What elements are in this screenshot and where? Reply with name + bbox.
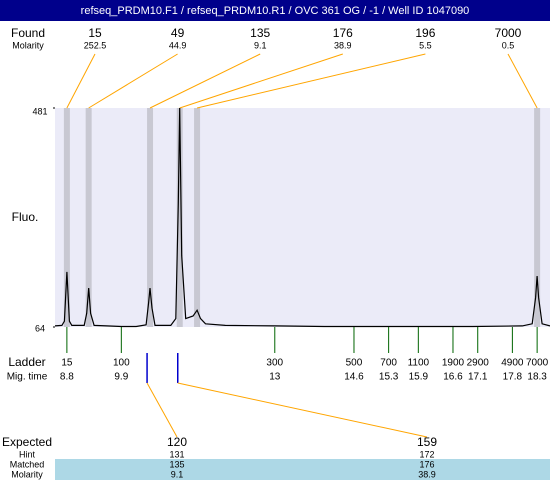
found-size: 196 [415, 26, 435, 40]
ladder-time: 15.3 [379, 372, 399, 383]
expected-molarity: 9.1 [171, 469, 184, 479]
ladder-time: 16.6 [443, 372, 463, 383]
found-connector [507, 53, 538, 109]
ladder-size: 300 [266, 358, 283, 369]
found-connector [196, 53, 426, 109]
found-size: 15 [88, 26, 102, 40]
trace-line [54, 107, 550, 328]
expected-molarity-label: Molarity [11, 469, 43, 479]
ladder-size: 7000 [526, 358, 549, 369]
peak-band [194, 108, 201, 327]
ladder-time: 13 [269, 372, 281, 383]
expected-connector [177, 382, 428, 438]
found-molarity: 44.9 [169, 40, 187, 50]
ladder-size: 15 [61, 358, 73, 369]
found-molarity: 5.5 [419, 40, 432, 50]
plot-area [55, 108, 550, 327]
peak-band [85, 108, 92, 327]
found-size: 176 [333, 26, 353, 40]
title-bar [0, 0, 550, 21]
ladder-size: 100 [113, 358, 130, 369]
found-connector [88, 53, 178, 109]
mig-time-label: Mig. time [7, 372, 48, 383]
found-size: 7000 [495, 26, 522, 40]
ladder-time: 17.1 [468, 372, 488, 383]
hint-label: Hint [19, 449, 36, 459]
peak-band [176, 108, 183, 327]
ladder-time: 8.8 [60, 372, 74, 383]
ladder-time: 9.9 [114, 372, 128, 383]
expected-size: 120 [167, 435, 187, 449]
hint-size: 131 [169, 449, 184, 459]
found-label: Found [11, 26, 45, 40]
found-molarity-label: Molarity [12, 40, 44, 50]
peak-band [63, 108, 70, 327]
matched-size: 135 [169, 459, 184, 469]
matched-label: Matched [10, 459, 45, 469]
ladder-time: 14.6 [344, 372, 364, 383]
found-connector [149, 53, 261, 109]
y-axis-label: Fluo. [12, 210, 39, 224]
ladder-size: 4900 [501, 358, 524, 369]
expected-connector [146, 382, 178, 438]
ladder-size: 700 [380, 358, 397, 369]
y-tick-label: 64 [35, 323, 45, 333]
hint-size: 172 [419, 449, 434, 459]
ladder-time: 17.8 [503, 372, 523, 383]
found-molarity: 0.5 [502, 40, 515, 50]
y-tick-label: 481 [32, 106, 47, 116]
found-molarity: 38.9 [334, 40, 352, 50]
matched-band [55, 459, 550, 480]
found-connector [66, 53, 96, 109]
found-size: 49 [171, 26, 185, 40]
title: refseq_PRDM10.F1 / refseq_PRDM10.R1 / OV… [81, 5, 470, 17]
peak-band [147, 108, 154, 327]
expected-size: 159 [417, 435, 437, 449]
found-connector [179, 53, 343, 109]
matched-size: 176 [419, 459, 434, 469]
ladder-size: 1100 [408, 358, 430, 369]
expected-molarity: 38.9 [418, 469, 436, 479]
found-molarity: 9.1 [254, 40, 267, 50]
ladder-time: 15.9 [409, 372, 429, 383]
ladder-size: 2900 [467, 358, 490, 369]
peak-band [534, 108, 541, 327]
ladder-time: 18.3 [527, 372, 547, 383]
found-molarity: 252.5 [84, 40, 107, 50]
expected-label: Expected [2, 435, 52, 449]
ladder-size: 1900 [442, 358, 465, 369]
found-size: 135 [250, 26, 270, 40]
ladder-size: 500 [346, 358, 363, 369]
ladder-label: Ladder [8, 355, 45, 369]
